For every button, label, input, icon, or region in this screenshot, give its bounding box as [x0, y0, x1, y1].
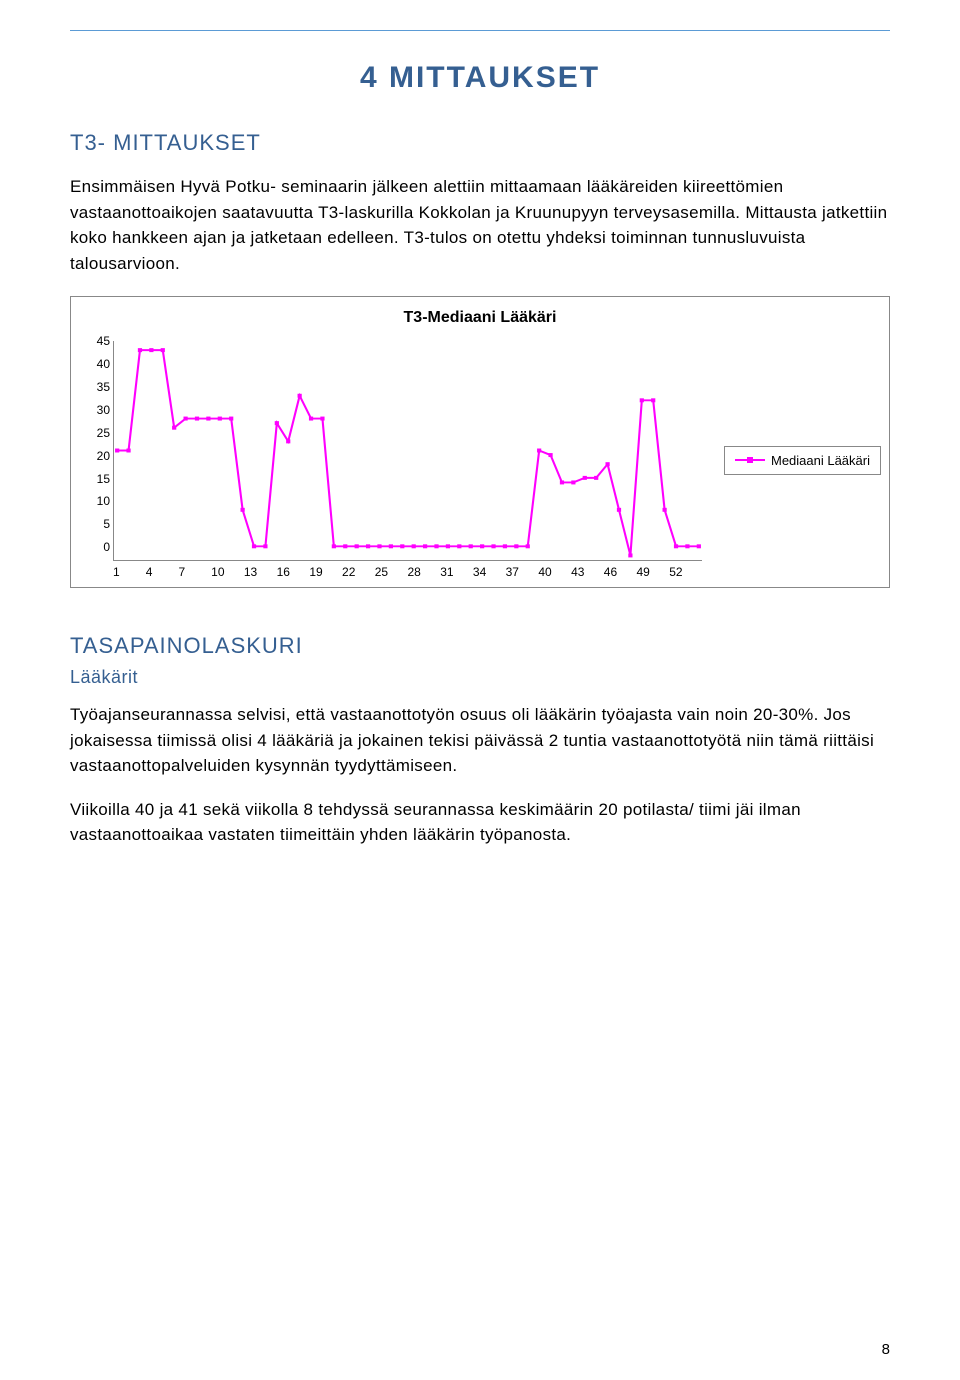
- intro-paragraph: Ensimmäisen Hyvä Potku- seminaarin jälke…: [70, 174, 890, 276]
- second-section-subtitle: Lääkärit: [70, 667, 890, 688]
- paragraph-3: Viikoilla 40 ja 41 sekä viikolla 8 tehdy…: [70, 797, 890, 848]
- chart-title: T3-Mediaani Lääkäri: [79, 309, 881, 327]
- chart-plot: 051015202530354045 147101316192225283134…: [79, 341, 710, 579]
- page-number: 8: [882, 1341, 890, 1358]
- chart-container: T3-Mediaani Lääkäri 051015202530354045 1…: [70, 296, 890, 588]
- top-divider: [70, 30, 890, 31]
- chart-x-axis: 147101316192225283134374043464952: [113, 561, 702, 579]
- second-section-title: TASAPAINOLASKURI: [70, 633, 890, 659]
- section-title: 4 MITTAUKSET: [70, 61, 890, 95]
- legend-label: Mediaani Lääkäri: [771, 453, 870, 468]
- chart-legend: Mediaani Lääkäri: [724, 446, 881, 475]
- subsection-title: T3- MITTAUKSET: [70, 130, 890, 156]
- paragraph-2: Työajanseurannassa selvisi, että vastaan…: [70, 702, 890, 779]
- legend-swatch-icon: [735, 455, 765, 465]
